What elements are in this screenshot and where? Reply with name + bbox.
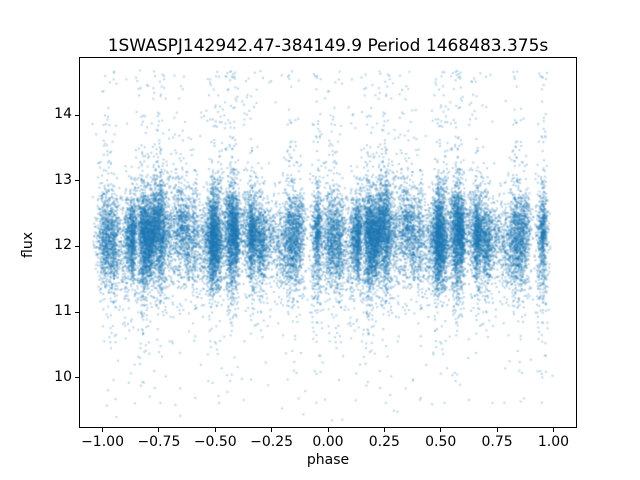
x-tick-label: 0.00: [312, 434, 344, 450]
y-tick-mark: [75, 245, 79, 247]
y-tick-mark: [75, 311, 79, 313]
plot-area: [79, 57, 577, 428]
x-tick-label: 0.50: [425, 434, 457, 450]
y-tick-mark: [75, 180, 79, 182]
x-tick-mark: [440, 428, 442, 432]
scatter-points-canvas: [80, 58, 576, 427]
x-tick-label: −0.50: [193, 434, 237, 450]
x-tick-label: 0.75: [481, 434, 513, 450]
chart-title: 1SWASPJ142942.47-384149.9 Period 1468483…: [107, 36, 549, 56]
x-tick-label: −0.25: [250, 434, 294, 450]
x-tick-mark: [214, 428, 216, 432]
x-tick-mark: [158, 428, 160, 432]
x-tick-label: 0.25: [368, 434, 400, 450]
y-tick-label: 12: [54, 237, 72, 254]
y-tick-mark: [75, 114, 79, 116]
y-tick-label: 13: [54, 171, 72, 188]
x-tick-mark: [496, 428, 498, 432]
y-tick-label: 10: [54, 368, 72, 385]
x-tick-label: −0.75: [137, 434, 181, 450]
x-tick-mark: [102, 428, 104, 432]
x-tick-label: −1.00: [81, 434, 124, 450]
x-tick-mark: [271, 428, 273, 432]
y-tick-label: 14: [54, 106, 72, 123]
x-tick-mark: [383, 428, 385, 432]
x-tick-label: 1.00: [537, 434, 570, 450]
y-tick-label: 11: [54, 303, 72, 320]
x-axis-label: phase: [306, 452, 350, 468]
x-tick-mark: [327, 428, 329, 432]
y-tick-mark: [75, 377, 79, 379]
x-tick-mark: [552, 428, 554, 432]
